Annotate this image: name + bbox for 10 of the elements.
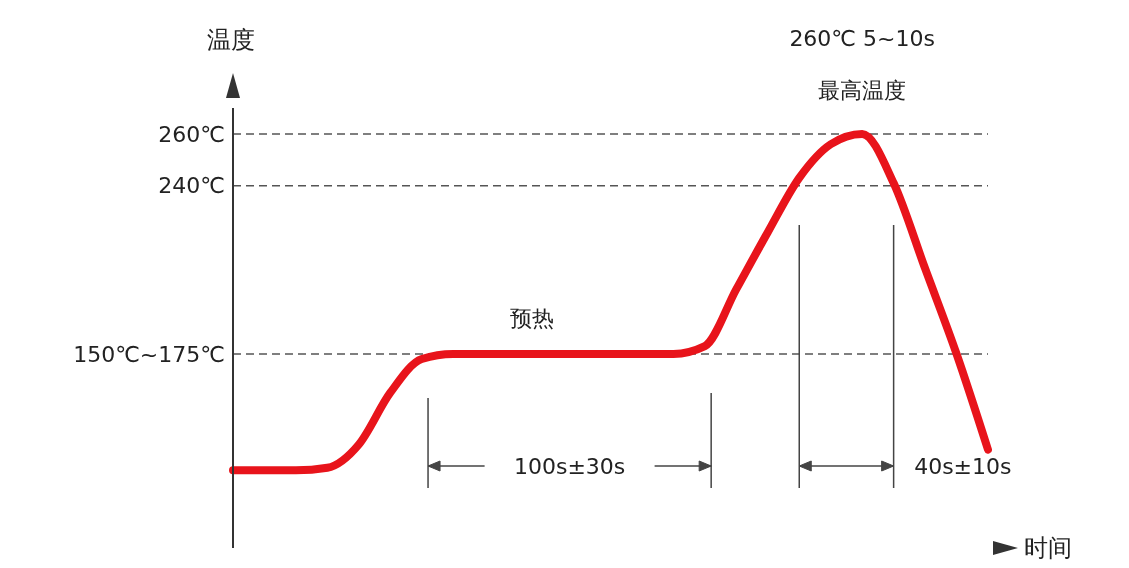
annotation: 预热: [509, 306, 554, 331]
y-axis-title: 温度: [207, 26, 255, 54]
y-tick-label: 150℃~175℃: [73, 341, 225, 367]
annotation: 100s±30s: [513, 454, 626, 479]
annotation: 40s±10s: [914, 454, 1012, 479]
text: 最高温度: [818, 78, 907, 103]
y-tick-label: 260℃: [158, 121, 225, 147]
y-tick-label: 240℃: [158, 173, 225, 199]
x-axis-title: 时间: [1024, 534, 1072, 562]
text: 260℃ 5~10s: [789, 26, 935, 51]
